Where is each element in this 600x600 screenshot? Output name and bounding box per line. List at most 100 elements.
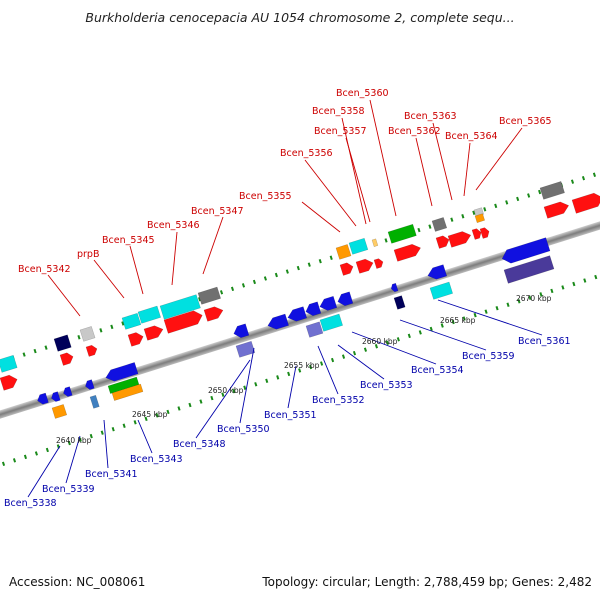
reverse-gene-arrow[interactable] (427, 264, 448, 280)
reverse-gene-arrow[interactable] (51, 404, 68, 419)
reverse-gene-arrow[interactable] (393, 295, 406, 310)
forward-gene-arrow[interactable] (355, 258, 374, 274)
forward-gene-arrow[interactable] (339, 262, 354, 276)
forward-gene-arrow[interactable] (431, 217, 448, 232)
tick-mark (472, 210, 476, 215)
gene-label[interactable]: Bcen_5345 (102, 235, 155, 246)
forward-gene-arrow[interactable] (471, 228, 482, 240)
reverse-gene-arrow[interactable] (233, 323, 250, 339)
gene-label[interactable]: Bcen_5354 (411, 365, 464, 376)
forward-gene-arrow[interactable] (474, 213, 486, 224)
forward-gene-arrow[interactable] (159, 294, 201, 320)
forward-gene-arrow[interactable] (85, 344, 98, 357)
reverse-gene-arrow[interactable] (503, 255, 555, 284)
reverse-gene-arrow[interactable] (51, 391, 61, 402)
gene-label[interactable]: Bcen_5342 (18, 264, 71, 275)
forward-gene-arrow[interactable] (348, 237, 369, 255)
gene-label[interactable]: Bcen_5360 (336, 88, 389, 99)
gene-label[interactable]: Bcen_5339 (42, 484, 95, 495)
reverse-gene-arrow[interactable] (63, 386, 73, 397)
gene-label[interactable]: Bcen_5361 (518, 336, 571, 347)
tick-mark (78, 437, 82, 442)
reverse-gene-arrow[interactable] (305, 301, 322, 317)
gene-label[interactable]: Bcen_5362 (388, 126, 441, 137)
forward-gene-arrow[interactable] (203, 306, 224, 322)
reverse-gene-arrow[interactable] (319, 295, 338, 311)
forward-gene-arrow[interactable] (435, 235, 450, 249)
reverse-gene-arrow[interactable] (111, 383, 144, 401)
tick-mark (417, 227, 421, 233)
forward-gene-arrow[interactable] (447, 231, 472, 248)
gene-label[interactable]: Bcen_5351 (264, 410, 317, 421)
forward-gene-arrow[interactable] (393, 244, 421, 262)
forward-gene-arrow[interactable] (0, 354, 18, 373)
forward-gene-arrow[interactable] (137, 305, 162, 324)
forward-gene-arrow[interactable] (163, 310, 203, 334)
tick-mark (110, 324, 114, 330)
forward-gene-arrow[interactable] (479, 227, 490, 239)
forward-gene-arrow[interactable] (371, 238, 379, 248)
reverse-gene-arrow[interactable] (37, 392, 49, 405)
reverse-gene-arrow[interactable] (337, 291, 354, 307)
forward-gene-arrow[interactable] (543, 201, 570, 219)
tick-mark (33, 348, 37, 354)
forward-gene-arrow[interactable] (121, 312, 142, 330)
leader-line (202, 216, 224, 275)
gene-label[interactable]: Bcen_5350 (217, 424, 270, 435)
forward-gene-arrow[interactable] (53, 334, 72, 352)
tick-mark (219, 290, 224, 295)
reverse-gene-arrow[interactable] (89, 394, 100, 409)
tick-mark (177, 406, 181, 411)
forward-gene-arrow[interactable] (143, 325, 164, 341)
gene-label[interactable]: Bcen_5365 (499, 116, 552, 127)
forward-gene-arrow[interactable] (571, 192, 600, 214)
tick-mark (89, 433, 93, 439)
tick-mark (23, 454, 28, 460)
gene-label[interactable]: Bcen_5357 (314, 126, 367, 137)
reverse-gene-arrow[interactable] (287, 306, 308, 322)
gene-label[interactable]: prpB (77, 249, 99, 260)
reverse-gene-arrow[interactable] (305, 321, 324, 338)
tick-mark (34, 451, 38, 456)
forward-gene-arrow[interactable] (539, 181, 565, 200)
tick-mark (429, 326, 433, 332)
reverse-gene-arrow[interactable] (235, 340, 256, 358)
forward-gene-arrow[interactable] (127, 332, 144, 347)
gene-label[interactable]: Bcen_5338 (4, 498, 57, 509)
tick-mark (166, 409, 170, 415)
gene-label[interactable]: Bcen_5363 (404, 111, 457, 122)
tick-mark (418, 330, 422, 335)
gene-label[interactable]: Bcen_5347 (191, 206, 244, 217)
forward-gene-arrow[interactable] (197, 286, 222, 305)
gene-label[interactable]: Bcen_5346 (147, 220, 200, 231)
tick-mark (276, 375, 280, 380)
forward-gene-arrow[interactable] (373, 258, 384, 269)
gene-label[interactable]: Bcen_5356 (280, 148, 333, 159)
gene-label[interactable]: Bcen_5348 (173, 439, 226, 450)
reverse-gene-arrow[interactable] (319, 313, 344, 332)
reverse-gene-arrow[interactable] (267, 313, 290, 330)
forward-gene-arrow[interactable] (387, 223, 417, 244)
gene-label[interactable]: Bcen_5352 (312, 395, 365, 406)
forward-gene-arrow[interactable] (335, 244, 352, 260)
reverse-gene-arrow[interactable] (85, 379, 95, 390)
forward-gene-arrow[interactable] (59, 352, 74, 366)
tick-mark (1, 461, 6, 467)
gene-label[interactable]: Bcen_5343 (130, 454, 183, 465)
gene-label[interactable]: Bcen_5353 (360, 380, 413, 391)
leader-line (475, 127, 523, 191)
reverse-gene-arrow[interactable] (390, 282, 399, 293)
gene-label[interactable]: Bcen_5355 (239, 191, 292, 202)
forward-gene-arrow[interactable] (0, 374, 18, 391)
gene-label[interactable]: Bcen_5341 (85, 469, 138, 480)
reverse-gene-arrow[interactable] (501, 237, 551, 264)
gene-label[interactable]: Bcen_5358 (312, 106, 365, 117)
reverse-gene-arrow[interactable] (429, 281, 454, 300)
gene-label[interactable]: Bcen_5364 (445, 131, 498, 142)
leader-line (287, 365, 297, 409)
tick-mark (274, 272, 278, 278)
gene-label[interactable]: Bcen_5359 (462, 351, 515, 362)
reverse-gene-arrow[interactable] (105, 362, 139, 382)
forward-gene-arrow[interactable] (79, 326, 96, 342)
